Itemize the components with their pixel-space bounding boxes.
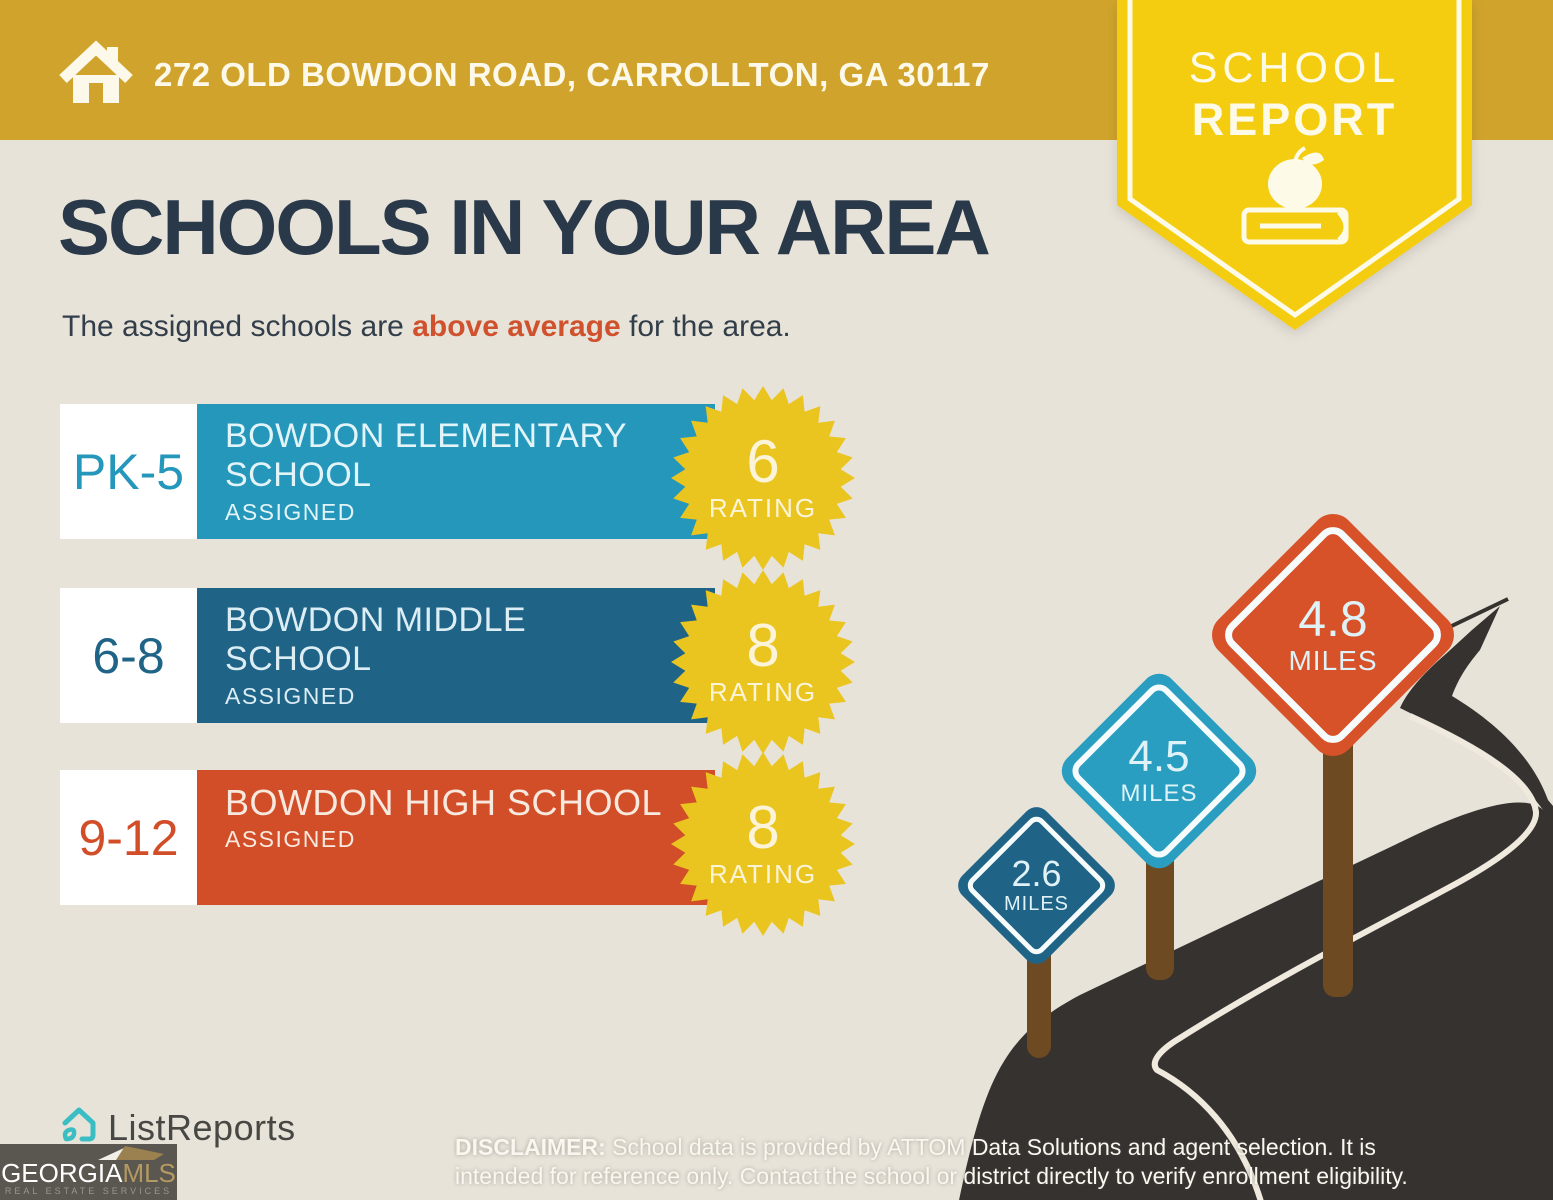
rating-label: RATING xyxy=(708,492,818,523)
badge-line1: SCHOOL xyxy=(1188,44,1401,92)
sign-post xyxy=(1027,948,1051,1058)
school-bar: BOWDON ELEMENTARY SCHOOL ASSIGNED xyxy=(197,404,715,539)
rating-badge: 8 RATING xyxy=(671,570,855,754)
property-address: 272 OLD BOWDON ROAD, CARROLLTON, GA 3011… xyxy=(154,56,990,93)
school-report-badge: SCHOOL REPORT xyxy=(1117,0,1472,335)
disclaimer-text: DISCLAIMER: School data is provided by A… xyxy=(455,1134,1408,1189)
georgia-mls-logo: GEORGIAMLS REAL ESTATE SERVICES xyxy=(0,1144,177,1200)
rating-label: RATING xyxy=(708,858,818,889)
grade-range-label: 9-12 xyxy=(78,809,179,866)
school-row-high: 9-12 BOWDON HIGH SCHOOL ASSIGNED 8 RATIN… xyxy=(60,752,870,936)
mls-tagline: REAL ESTATE SERVICES xyxy=(4,1186,173,1196)
badge-line2: REPORT xyxy=(1191,94,1398,145)
rating-value: 6 xyxy=(746,427,780,495)
school-name: BOWDON HIGH SCHOOL xyxy=(225,782,663,823)
starburst-shape xyxy=(671,386,855,570)
listreports-logo: ListReports xyxy=(58,1104,296,1151)
rating-value: 8 xyxy=(746,793,780,861)
sign-post xyxy=(1146,858,1174,980)
sign-post xyxy=(1323,742,1353,997)
school-row-middle: 6-8 BOWDON MIDDLE SCHOOL ASSIGNED 8 RATIN… xyxy=(60,570,870,754)
subtitle-highlight: above average xyxy=(412,310,621,343)
distance-unit: MILES xyxy=(1288,645,1378,676)
rating-badge: 8 RATING xyxy=(671,752,855,936)
distance-value: 4.5 xyxy=(1128,732,1190,781)
rating-value: 8 xyxy=(746,611,780,679)
home-icon xyxy=(58,38,134,113)
subtitle-suffix: for the area. xyxy=(620,310,791,343)
assigned-label: ASSIGNED xyxy=(225,499,356,525)
apple-book-icon xyxy=(1241,146,1349,245)
listreports-house-icon xyxy=(58,1104,100,1151)
page-title: SCHOOLS IN YOUR AREA xyxy=(58,183,991,271)
distance-value: 2.6 xyxy=(1011,853,1062,894)
subtitle-prefix: The assigned schools are xyxy=(62,310,413,343)
school-name: BOWDON MIDDLE SCHOOL xyxy=(225,601,527,678)
school-bar: BOWDON HIGH SCHOOL ASSIGNED xyxy=(197,770,715,905)
assigned-label: ASSIGNED xyxy=(225,826,356,852)
listreports-wordmark: ListReports xyxy=(108,1106,296,1148)
distance-value: 4.8 xyxy=(1298,591,1368,647)
distance-sign-4-5-miles: 4.5 MILES xyxy=(1054,666,1264,876)
grade-range-label: PK-5 xyxy=(72,443,185,500)
distance-sign-4-8-miles: 4.8 MILES xyxy=(1202,504,1464,766)
school-bar: BOWDON MIDDLE SCHOOL ASSIGNED xyxy=(197,588,715,723)
rating-badge: 6 RATING xyxy=(671,386,855,570)
disclaimer-label: DISCLAIMER: xyxy=(455,1134,606,1160)
school-name: BOWDON ELEMENTARY SCHOOL xyxy=(225,417,628,494)
grade-range: 6-8 xyxy=(60,588,197,723)
rating-label: RATING xyxy=(708,676,818,707)
assigned-label: ASSIGNED xyxy=(225,683,356,709)
distance-unit: MILES xyxy=(1120,780,1198,807)
starburst-shape xyxy=(671,570,855,754)
distance-unit: MILES xyxy=(1003,893,1070,915)
mls-roof-icon xyxy=(98,1146,164,1165)
grade-range-label: 6-8 xyxy=(92,627,165,684)
school-row-elementary: PK-5 BOWDON ELEMENTARY SCHOOL ASSIGNED 6 … xyxy=(60,386,870,570)
starburst-shape xyxy=(671,752,855,936)
grade-range: PK-5 xyxy=(60,404,197,539)
mls-wordmark: GEORGIAMLS xyxy=(1,1158,176,1188)
grade-range: 9-12 xyxy=(60,770,197,905)
page-subtitle: The assigned schools are above average f… xyxy=(62,310,791,344)
